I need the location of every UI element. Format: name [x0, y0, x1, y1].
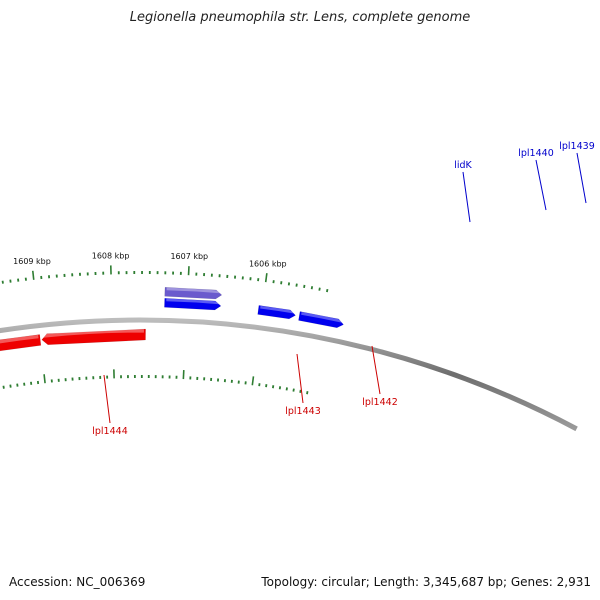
minor-tick [303, 284, 306, 289]
major-tick [31, 270, 35, 280]
map-title: Legionella pneumophila str. Lens, comple… [129, 10, 471, 25]
genome-stats-text: Topology: circular; Length: 3,345,687 bp… [261, 575, 591, 589]
scale-label: 1607 kbp [170, 252, 208, 261]
minor-tick [306, 391, 309, 395]
major-tick [264, 273, 268, 283]
gene-highlight [0, 334, 39, 344]
minor-tick [299, 389, 302, 394]
inner-tick-track [2, 369, 309, 395]
gene-label[interactable]: lpl1444 [92, 426, 128, 437]
gene-lpl1440[interactable] [257, 305, 296, 320]
gene-label[interactable]: lpl1442 [362, 397, 398, 408]
minor-tick [310, 286, 314, 290]
gene-highlight [166, 298, 220, 305]
leader-line [535, 159, 547, 211]
scale-label: 1606 kbp [249, 259, 287, 268]
gene-label[interactable]: lpl1439 [559, 141, 595, 152]
gene-track [0, 287, 344, 352]
gene-lpl1442[interactable] [41, 328, 146, 345]
gene-highlight [166, 287, 221, 294]
scale-label: 1608 kbp [92, 251, 130, 260]
gene-lidK-lower[interactable] [164, 298, 222, 311]
minor-tick [318, 287, 321, 291]
gene-label[interactable]: lpl1440 [518, 148, 554, 159]
scale-label: 1609 kbp [13, 257, 51, 266]
outer-tick-track [1, 265, 329, 293]
accession-text: Accession: NC_006369 [9, 575, 146, 589]
leader-line [462, 171, 471, 223]
gene-label[interactable]: lidK [454, 160, 472, 171]
gene-highlight [42, 329, 144, 338]
gene-highlight [260, 305, 295, 314]
leader-line [371, 345, 381, 395]
major-tick [43, 374, 46, 384]
major-tick [251, 376, 255, 386]
gene-label[interactable]: lpl1443 [285, 406, 321, 417]
minor-tick [326, 288, 329, 293]
gene-lpl1443[interactable] [0, 334, 42, 352]
genome-backbone [0, 317, 578, 432]
gene-lpl1439[interactable] [298, 311, 344, 329]
gene-highlight [301, 312, 343, 323]
leader-line [296, 353, 304, 404]
leader-line [576, 152, 587, 204]
minor-tick [285, 387, 288, 391]
minor-tick [292, 388, 295, 392]
gene-lidK-upper[interactable] [164, 287, 223, 300]
backbone-arc [0, 317, 578, 432]
leader-line [103, 374, 111, 424]
